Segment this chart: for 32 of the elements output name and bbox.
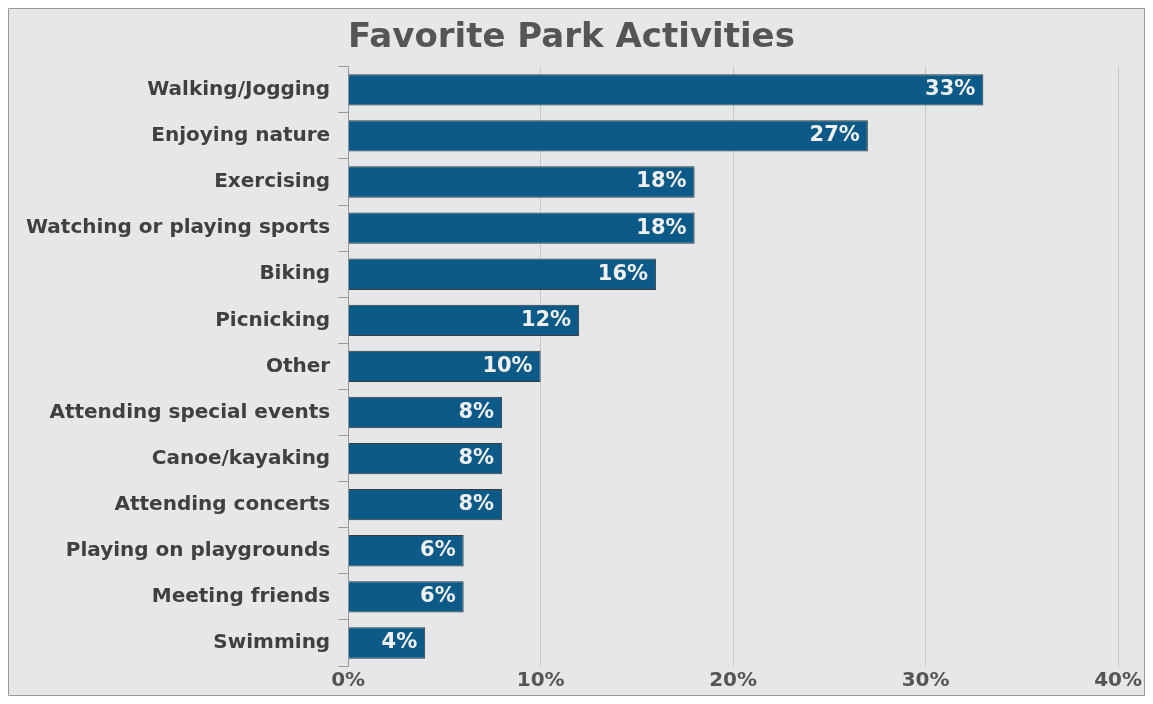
x-tick-label: 40% (1094, 667, 1142, 692)
data-label: 6% (420, 583, 456, 608)
data-label: 8% (458, 491, 495, 516)
y-tick-label: Watching or playing sports (25, 214, 331, 239)
y-tick-label: Enjoying nature (151, 122, 331, 147)
data-label: 10% (482, 352, 533, 377)
y-tick-label: Attending concerts (114, 490, 331, 515)
data-label: 8% (458, 445, 495, 470)
x-tick-label: 20% (709, 667, 758, 692)
x-tick-label: 0% (331, 667, 366, 692)
chart-title: Favorite Park Activities (348, 15, 795, 56)
data-label: 27% (809, 122, 860, 147)
y-tick-label: Walking/Jogging (147, 76, 331, 101)
x-tick-label: 10% (516, 667, 565, 692)
data-label: 12% (520, 306, 572, 331)
y-tick-label: Picnicking (215, 306, 331, 331)
y-tick-label: Canoe/kayaking (151, 444, 331, 469)
data-label: 18% (636, 214, 687, 239)
x-tick-label: 30% (901, 667, 950, 692)
data-label: 33% (925, 76, 976, 101)
y-tick-label: Attending special events (49, 398, 331, 423)
data-label: 18% (636, 168, 687, 193)
data-label: 8% (458, 398, 495, 423)
y-tick-label: Exercising (214, 168, 331, 193)
data-label: 4% (381, 629, 418, 654)
data-label: 16% (597, 260, 649, 285)
data-label: 6% (420, 537, 456, 562)
y-tick-label: Other (265, 352, 331, 377)
y-tick-label: Biking (259, 260, 331, 285)
y-tick-label: Playing on playgrounds (65, 536, 331, 561)
y-tick-label: Swimming (213, 629, 331, 654)
y-tick-label: Meeting friends (151, 583, 331, 608)
